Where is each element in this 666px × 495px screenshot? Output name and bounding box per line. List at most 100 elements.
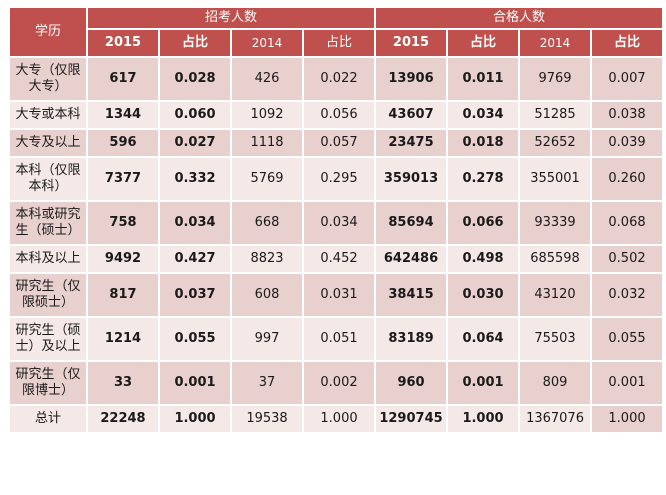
table-header: 学历 招考人数 合格人数 2015 占比 2014 占比 2015 占比 201… bbox=[10, 8, 663, 56]
column-header-2015-recruited: 2015 bbox=[88, 30, 158, 56]
table-cell: 0.030 bbox=[448, 274, 519, 316]
table-cell: 38415 bbox=[376, 274, 447, 316]
column-header-ratio-2015-recruited: 占比 bbox=[160, 30, 230, 56]
row-label: 本科（仅限本科） bbox=[10, 158, 86, 200]
table-cell: 0.060 bbox=[160, 102, 230, 128]
table-cell: 0.018 bbox=[448, 130, 519, 156]
table-cell: 426 bbox=[232, 58, 302, 100]
row-label: 本科及以上 bbox=[10, 246, 86, 272]
table-cell: 0.057 bbox=[304, 130, 375, 156]
row-label: 研究生（仅限博士） bbox=[10, 362, 86, 404]
table-cell: 997 bbox=[232, 318, 302, 360]
table-cell: 0.032 bbox=[592, 274, 663, 316]
table-cell: 0.022 bbox=[304, 58, 375, 100]
table-cell: 0.332 bbox=[160, 158, 230, 200]
table-cell: 617 bbox=[88, 58, 158, 100]
table-cell: 359013 bbox=[376, 158, 447, 200]
table-body: 大专（仅限大专） 617 0.028 426 0.022 13906 0.011 9769 0.… bbox=[10, 58, 663, 432]
table-cell: 960 bbox=[376, 362, 447, 404]
table-cell: 1.000 bbox=[160, 406, 230, 432]
table-cell: 1.000 bbox=[448, 406, 519, 432]
table-cell: 52652 bbox=[520, 130, 591, 156]
table-cell: 75503 bbox=[520, 318, 591, 360]
row-label: 大专或本科 bbox=[10, 102, 86, 128]
column-header-2014-qualified: 2014 bbox=[520, 30, 591, 56]
table-cell: 0.427 bbox=[160, 246, 230, 272]
table-cell: 1092 bbox=[232, 102, 302, 128]
table-cell: 1118 bbox=[232, 130, 302, 156]
table-cell: 1290745 bbox=[376, 406, 447, 432]
row-label: 研究生（仅限硕士） bbox=[10, 274, 86, 316]
table-cell: 0.027 bbox=[160, 130, 230, 156]
table-cell: 0.028 bbox=[160, 58, 230, 100]
table-cell: 0.034 bbox=[448, 102, 519, 128]
table-cell: 0.260 bbox=[592, 158, 663, 200]
table-cell: 0.001 bbox=[160, 362, 230, 404]
table-cell: 1.000 bbox=[304, 406, 375, 432]
table-cell: 0.034 bbox=[304, 202, 375, 244]
column-header-ratio-2014-recruited: 占比 bbox=[304, 30, 375, 56]
table-cell: 37 bbox=[232, 362, 302, 404]
table-cell: 0.295 bbox=[304, 158, 375, 200]
table-row: 研究生（硕士）及以上 1214 0.055 997 0.051 83189 0.064 755… bbox=[10, 318, 663, 360]
row-label: 研究生（硕士）及以上 bbox=[10, 318, 86, 360]
table-cell: 13906 bbox=[376, 58, 447, 100]
table-cell: 0.498 bbox=[448, 246, 519, 272]
table-cell: 0.064 bbox=[448, 318, 519, 360]
table-cell: 0.066 bbox=[448, 202, 519, 244]
table-cell: 668 bbox=[232, 202, 302, 244]
table-cell: 93339 bbox=[520, 202, 591, 244]
table-cell: 0.051 bbox=[304, 318, 375, 360]
table-cell: 1367076 bbox=[520, 406, 591, 432]
table-cell: 19538 bbox=[232, 406, 302, 432]
table-cell: 0.055 bbox=[592, 318, 663, 360]
table-cell: 0.056 bbox=[304, 102, 375, 128]
table-cell: 758 bbox=[88, 202, 158, 244]
row-label: 本科或研究生（硕士） bbox=[10, 202, 86, 244]
table-row: 大专（仅限大专） 617 0.028 426 0.022 13906 0.011 9769 0.… bbox=[10, 58, 663, 100]
table-cell: 817 bbox=[88, 274, 158, 316]
table-row: 大专或本科 1344 0.060 1092 0.056 43607 0.034 51285 0.… bbox=[10, 102, 663, 128]
table-cell: 0.001 bbox=[448, 362, 519, 404]
table-cell: 0.068 bbox=[592, 202, 663, 244]
table-cell: 22248 bbox=[88, 406, 158, 432]
row-label: 总计 bbox=[10, 406, 86, 432]
table-cell: 1214 bbox=[88, 318, 158, 360]
table-row: 本科及以上 9492 0.427 8823 0.452 642486 0.498 685598… bbox=[10, 246, 663, 272]
table-cell: 0.031 bbox=[304, 274, 375, 316]
column-header-ratio-2015-qualified: 占比 bbox=[448, 30, 519, 56]
table-cell: 0.039 bbox=[592, 130, 663, 156]
column-header-2014-recruited: 2014 bbox=[232, 30, 302, 56]
table-cell: 5769 bbox=[232, 158, 302, 200]
table-cell: 0.002 bbox=[304, 362, 375, 404]
table-cell: 685598 bbox=[520, 246, 591, 272]
table-row: 本科（仅限本科） 7377 0.332 5769 0.295 359013 0.278 355… bbox=[10, 158, 663, 200]
column-header-2015-qualified: 2015 bbox=[376, 30, 447, 56]
table-cell: 0.278 bbox=[448, 158, 519, 200]
table-cell: 43607 bbox=[376, 102, 447, 128]
education-stats-table: 学历 招考人数 合格人数 2015 占比 2014 占比 2015 占比 201… bbox=[8, 6, 664, 434]
table-cell: 8823 bbox=[232, 246, 302, 272]
column-group-qualified: 合格人数 bbox=[376, 8, 663, 28]
table-cell: 0.007 bbox=[592, 58, 663, 100]
table-cell: 0.034 bbox=[160, 202, 230, 244]
table-cell: 596 bbox=[88, 130, 158, 156]
table-cell: 0.038 bbox=[592, 102, 663, 128]
table-cell: 0.037 bbox=[160, 274, 230, 316]
column-header-education: 学历 bbox=[10, 8, 86, 56]
column-group-recruited: 招考人数 bbox=[88, 8, 375, 28]
table-cell: 23475 bbox=[376, 130, 447, 156]
column-header-ratio-2014-qualified: 占比 bbox=[592, 30, 663, 56]
table-cell: 1.000 bbox=[592, 406, 663, 432]
table-cell: 0.001 bbox=[592, 362, 663, 404]
table-cell: 9769 bbox=[520, 58, 591, 100]
table-cell: 608 bbox=[232, 274, 302, 316]
table-cell: 43120 bbox=[520, 274, 591, 316]
table-cell: 0.502 bbox=[592, 246, 663, 272]
table-cell: 0.452 bbox=[304, 246, 375, 272]
table-row: 大专及以上 596 0.027 1118 0.057 23475 0.018 52652 0.0… bbox=[10, 130, 663, 156]
row-label: 大专及以上 bbox=[10, 130, 86, 156]
table-cell: 51285 bbox=[520, 102, 591, 128]
table-cell: 1344 bbox=[88, 102, 158, 128]
